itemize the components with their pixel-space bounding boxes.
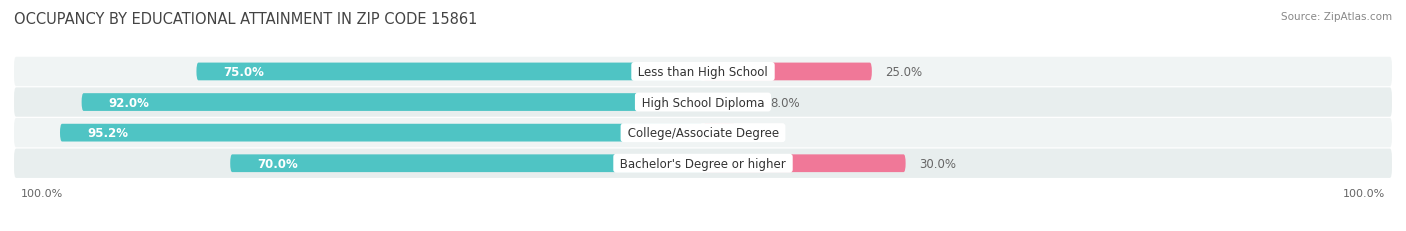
Text: Bachelor's Degree or higher: Bachelor's Degree or higher (616, 157, 790, 170)
Text: 100.0%: 100.0% (21, 188, 63, 198)
Text: 30.0%: 30.0% (920, 157, 956, 170)
Text: 75.0%: 75.0% (224, 66, 264, 79)
FancyBboxPatch shape (14, 58, 1392, 87)
Text: 92.0%: 92.0% (108, 96, 149, 109)
FancyBboxPatch shape (197, 63, 703, 81)
FancyBboxPatch shape (14, 88, 1392, 117)
Text: 4.8%: 4.8% (749, 127, 779, 140)
FancyBboxPatch shape (703, 124, 735, 142)
FancyBboxPatch shape (60, 124, 703, 142)
FancyBboxPatch shape (82, 94, 703, 111)
FancyBboxPatch shape (703, 63, 872, 81)
Text: Less than High School: Less than High School (634, 66, 772, 79)
FancyBboxPatch shape (14, 149, 1392, 178)
Text: 100.0%: 100.0% (1343, 188, 1385, 198)
FancyBboxPatch shape (703, 155, 905, 172)
Text: 25.0%: 25.0% (886, 66, 922, 79)
Text: Source: ZipAtlas.com: Source: ZipAtlas.com (1281, 12, 1392, 21)
FancyBboxPatch shape (14, 119, 1392, 148)
FancyBboxPatch shape (231, 155, 703, 172)
Text: College/Associate Degree: College/Associate Degree (624, 127, 782, 140)
FancyBboxPatch shape (703, 94, 756, 111)
Text: 70.0%: 70.0% (257, 157, 298, 170)
Text: 95.2%: 95.2% (87, 127, 128, 140)
Text: 8.0%: 8.0% (770, 96, 800, 109)
Text: High School Diploma: High School Diploma (638, 96, 768, 109)
Text: OCCUPANCY BY EDUCATIONAL ATTAINMENT IN ZIP CODE 15861: OCCUPANCY BY EDUCATIONAL ATTAINMENT IN Z… (14, 12, 478, 27)
